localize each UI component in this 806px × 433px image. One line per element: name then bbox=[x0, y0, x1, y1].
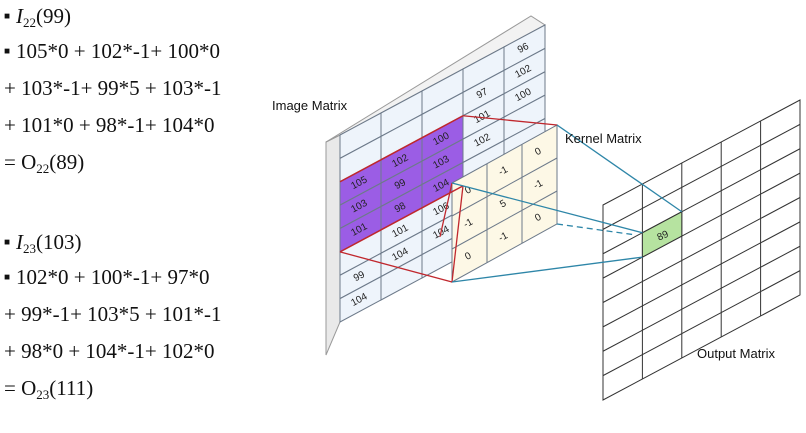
window-projection-line bbox=[439, 182, 453, 237]
output-highlight-cell bbox=[641, 210, 683, 258]
equation-text: = O bbox=[4, 376, 37, 400]
bullet-icon: ■ bbox=[4, 46, 11, 57]
output-projection-line bbox=[451, 256, 643, 283]
kernel-value: 0 bbox=[533, 212, 543, 225]
output-grid-line bbox=[602, 197, 801, 303]
equation-value: (103) bbox=[36, 230, 82, 254]
equation-line: + 101*0 + 98*-1+ 104*0 bbox=[4, 113, 215, 137]
kernel-grid-line bbox=[451, 157, 558, 217]
kernel-matrix-label: Kernel Matrix bbox=[565, 131, 642, 146]
output-projection-line bbox=[451, 182, 643, 234]
equation-subscript: 22 bbox=[23, 15, 37, 30]
equation-text: + 98*0 + 104*-1+ 102*0 bbox=[4, 339, 215, 363]
image-matrix-side bbox=[325, 134, 341, 356]
equation-subscript: 23 bbox=[36, 387, 50, 402]
equation-value: (89) bbox=[49, 150, 85, 174]
output-matrix-label: Output Matrix bbox=[697, 346, 776, 361]
equation-subscript: 23 bbox=[23, 241, 37, 256]
output-grid-line bbox=[602, 172, 801, 279]
window-edge bbox=[339, 115, 464, 183]
equation-value: (111) bbox=[49, 376, 94, 400]
equation-line: ■ 102*0 + 100*-1+ 97*0 bbox=[4, 265, 209, 290]
kernel-grid-line bbox=[451, 190, 558, 250]
window-projection-line bbox=[451, 185, 464, 283]
equation-line: = O23(111) bbox=[4, 376, 94, 402]
equations-panel: ■ I22(99) ■ 105*0 + 102*-1+ 100*0 + 103*-1+ … bbox=[0, 0, 270, 433]
equation-line: ■ I23(103) bbox=[4, 230, 82, 255]
output-grid-line bbox=[602, 221, 801, 328]
window-edge bbox=[339, 185, 464, 253]
equation-line: + 99*-1+ 103*5 + 101*-1 bbox=[4, 302, 222, 326]
output-grid-line bbox=[602, 148, 801, 255]
kernel-value: 0 bbox=[533, 146, 543, 159]
equation-line: ■ I22(99) bbox=[4, 4, 71, 29]
equation-subscript: 22 bbox=[36, 161, 50, 176]
equation-symbol: I bbox=[16, 230, 24, 254]
image-value: 97 bbox=[475, 86, 490, 101]
equation-line: + 103*-1+ 99*5 + 103*-1 bbox=[4, 76, 222, 100]
output-projection-line bbox=[556, 124, 683, 213]
window-projection-line bbox=[339, 251, 453, 283]
equation-text: = O bbox=[4, 150, 37, 174]
equation-value: (99) bbox=[36, 4, 72, 28]
equation-line: ■ 105*0 + 102*-1+ 100*0 bbox=[4, 39, 220, 64]
bullet-icon: ■ bbox=[4, 272, 11, 283]
equation-line: = O22(89) bbox=[4, 150, 85, 176]
equation-text: 105*0 + 102*-1+ 100*0 bbox=[16, 39, 220, 63]
equation-text: + 103*-1+ 99*5 + 103*-1 bbox=[4, 76, 222, 100]
equation-text: + 99*-1+ 103*5 + 101*-1 bbox=[4, 302, 222, 326]
equation-line: + 98*0 + 104*-1+ 102*0 bbox=[4, 339, 215, 363]
equation-text: 102*0 + 100*-1+ 97*0 bbox=[16, 265, 210, 289]
output-grid-line bbox=[602, 245, 801, 352]
kernel-value: 5 bbox=[498, 198, 508, 211]
output-grid-line bbox=[602, 123, 801, 230]
image-value: 99 bbox=[393, 177, 408, 192]
image-value: 96 bbox=[516, 41, 531, 56]
output-projection-line bbox=[556, 223, 633, 236]
window-projection-line bbox=[462, 115, 558, 126]
output-grid-line bbox=[602, 270, 801, 377]
image-matrix-label: Image Matrix bbox=[272, 98, 348, 113]
bullet-icon: ■ bbox=[4, 237, 11, 248]
kernel-value: 0 bbox=[463, 184, 473, 197]
image-value: 99 bbox=[352, 269, 367, 284]
equation-symbol: I bbox=[16, 4, 24, 28]
image-value: 98 bbox=[393, 200, 408, 215]
bullet-icon: ■ bbox=[4, 11, 11, 22]
equation-text: + 101*0 + 98*-1+ 104*0 bbox=[4, 113, 215, 137]
output-value: 89 bbox=[656, 229, 671, 244]
kernel-value: 0 bbox=[463, 250, 473, 263]
